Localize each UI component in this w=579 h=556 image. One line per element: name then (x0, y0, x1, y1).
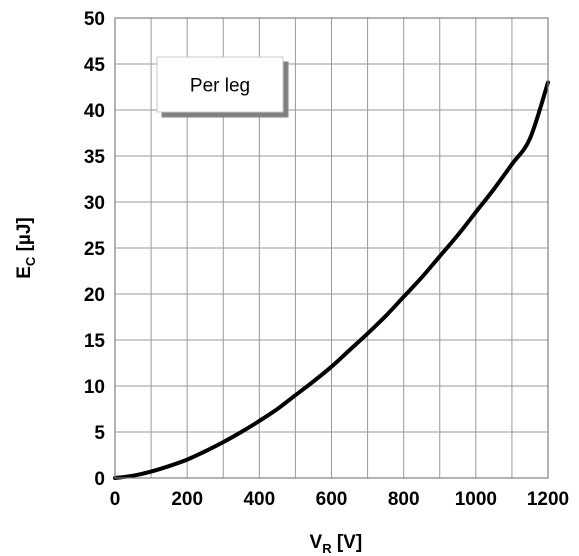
x-axis-title-main: V (310, 532, 323, 553)
y-axis-title-subscript: C (23, 256, 38, 266)
y-tick-label: 35 (84, 147, 106, 168)
y-axis-title-main: E (14, 266, 35, 279)
x-tick-label: 0 (110, 489, 121, 510)
annotation-rect (156, 56, 284, 113)
annotation-box: Per leg (156, 56, 284, 113)
series-line-0 (113, 80, 550, 480)
y-tick-label: 10 (84, 377, 105, 398)
y-tick-label: 45 (84, 55, 106, 76)
y-tick-label: 0 (94, 469, 105, 490)
x-tick-label: 200 (171, 489, 203, 510)
x-tick-label: 600 (316, 489, 348, 510)
series-layer (113, 80, 550, 480)
plot-frame (114, 17, 549, 479)
plot-border (114, 17, 549, 479)
y-tick-label: 15 (84, 331, 106, 352)
x-tick-label: 1000 (455, 489, 497, 510)
axis-titles: VR [V] EC [µJ] (14, 217, 362, 556)
x-axis-title: VR [V] (310, 532, 363, 556)
y-tick-label: 40 (84, 101, 105, 122)
x-tick-label: 800 (388, 489, 420, 510)
y-tick-label: 25 (84, 239, 106, 260)
grid (115, 18, 548, 478)
y-axis-title: EC [µJ] (14, 217, 38, 279)
y-tick-label: 5 (94, 423, 105, 444)
y-tick-label: 50 (84, 9, 105, 30)
y-tick-label: 20 (84, 285, 105, 306)
x-tick-label: 1200 (527, 489, 569, 510)
y-tick-label: 30 (84, 193, 105, 214)
y-axis-title-unit: [µJ] (14, 217, 35, 256)
annotation-label: Per leg (190, 76, 250, 97)
x-axis-title-unit: [V] (332, 532, 363, 553)
tick-labels: 0 200 400 600 800 1000 1200 0 5 10 15 20 25 30 35 40 45 5… (84, 9, 569, 510)
x-axis-title-subscript: R (322, 541, 332, 556)
x-tick-label: 400 (243, 489, 275, 510)
